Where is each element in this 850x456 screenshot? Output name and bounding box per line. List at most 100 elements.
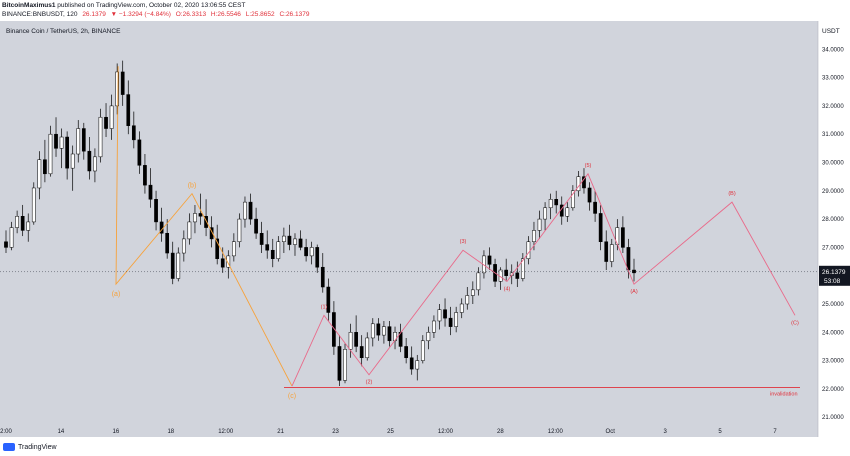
candle-body	[621, 227, 625, 248]
y-tick-label: 25.0000	[822, 302, 844, 308]
candle-body	[515, 272, 520, 279]
pink-wave-label: (2)	[366, 380, 373, 386]
candle-body	[9, 227, 14, 248]
candle-body	[359, 346, 364, 359]
candle-body	[254, 218, 258, 234]
candle-body	[582, 176, 586, 189]
candle-body	[376, 323, 381, 336]
candle-body	[87, 150, 92, 172]
candle-body	[598, 213, 603, 242]
brand-name[interactable]: TradingView	[18, 443, 57, 451]
symbol-pair: BINANCE:BNBUSDT, 120	[2, 11, 78, 18]
x-tick-label: 16	[113, 429, 120, 435]
candle-body	[537, 218, 542, 231]
candle-body	[220, 258, 225, 268]
candle-body	[15, 216, 19, 228]
candle-body	[354, 332, 358, 347]
pink-wave-label: (1)	[321, 304, 328, 310]
candle-body	[259, 232, 264, 245]
x-tick-label: 12:00	[438, 429, 454, 435]
pink-wave-line	[291, 172, 796, 387]
author-name[interactable]: BitcoinMaximus1	[2, 2, 56, 9]
pink-wave-label: (A)	[630, 289, 638, 295]
candle-body	[93, 156, 97, 172]
x-tick-label: 21	[277, 429, 284, 435]
candle-body	[448, 317, 453, 327]
candle-body	[370, 323, 375, 339]
candle-body	[571, 190, 575, 209]
candle-body	[332, 312, 336, 347]
orange-wave-label: (a)	[112, 291, 121, 298]
candle-body	[76, 128, 81, 155]
y-tick-label: 34.0000	[822, 47, 844, 53]
candle-body	[476, 272, 481, 291]
y-tick-label: 28.0000	[822, 217, 844, 223]
candle-body	[187, 221, 192, 240]
candle-body	[154, 199, 158, 223]
open-value: O:26.3313	[175, 11, 207, 18]
candle-body	[37, 159, 42, 189]
candle-body	[593, 201, 597, 214]
candle-body	[326, 286, 331, 313]
low-value: L:25.8652	[245, 11, 275, 18]
candle-body	[265, 244, 270, 251]
x-tick-label: 5	[718, 429, 722, 435]
candle-body	[404, 346, 408, 359]
x-tick-label: 28	[497, 429, 504, 435]
candle-body	[526, 241, 531, 259]
tradingview-logo-icon	[3, 443, 15, 451]
candle-body	[470, 289, 475, 296]
candlestick-chart[interactable]: 21.000022.000023.000024.000025.000026.00…	[0, 21, 850, 437]
orange-wave-line	[115, 66, 293, 387]
candle-body	[487, 255, 492, 265]
candle-body	[293, 238, 297, 245]
pink-wave-label: (C)	[791, 320, 799, 326]
price-value: 26.1379	[822, 269, 846, 276]
candle-body	[632, 269, 636, 274]
pink-wave-label: (3)	[460, 239, 467, 245]
candle-body	[387, 326, 392, 342]
candle-body	[626, 247, 631, 271]
candle-body	[131, 125, 136, 141]
candle-body	[226, 255, 231, 268]
candle-body	[176, 252, 181, 279]
candle-body	[587, 187, 592, 203]
candle-body	[520, 258, 525, 279]
x-tick-label: 14	[58, 429, 65, 435]
candle-body	[443, 309, 447, 319]
candle-body	[209, 227, 214, 240]
x-tick-label: 3	[663, 429, 667, 435]
candle-body	[232, 241, 236, 257]
y-tick-label: 31.0000	[822, 132, 844, 138]
y-tick-label: 24.0000	[822, 330, 844, 336]
candle-body	[65, 136, 69, 169]
candle-body	[287, 235, 292, 245]
candle-body	[109, 105, 114, 129]
candle-body	[31, 187, 36, 223]
candle-body	[215, 238, 220, 259]
chart-header: BitcoinMaximus1 published on TradingView…	[2, 1, 848, 21]
x-tick-label: 7	[773, 429, 777, 435]
y-tick-label: 33.0000	[822, 76, 844, 82]
candle-body	[54, 133, 58, 149]
candle-body	[26, 221, 31, 231]
candle-body	[409, 357, 414, 370]
candle-body	[343, 349, 347, 381]
last-price: 26.1379	[82, 11, 106, 18]
high-value: H:26.5546	[210, 11, 241, 18]
candle-body	[98, 116, 103, 158]
x-tick-label: 12:00	[218, 429, 234, 435]
candle-body	[609, 244, 614, 262]
candle-body	[532, 230, 536, 242]
y-tick-label: 27.0000	[822, 245, 844, 251]
currency-label: USDT	[822, 28, 840, 35]
candle-body	[554, 199, 559, 206]
candle-body	[543, 207, 547, 220]
candle-body	[382, 326, 386, 336]
candle-body	[604, 241, 609, 262]
y-axis: 21.000022.000023.000024.000025.000026.00…	[817, 21, 844, 437]
candle-body	[465, 295, 470, 305]
candle-body	[420, 340, 425, 361]
candle-body	[204, 216, 208, 228]
candle-body	[348, 332, 353, 350]
